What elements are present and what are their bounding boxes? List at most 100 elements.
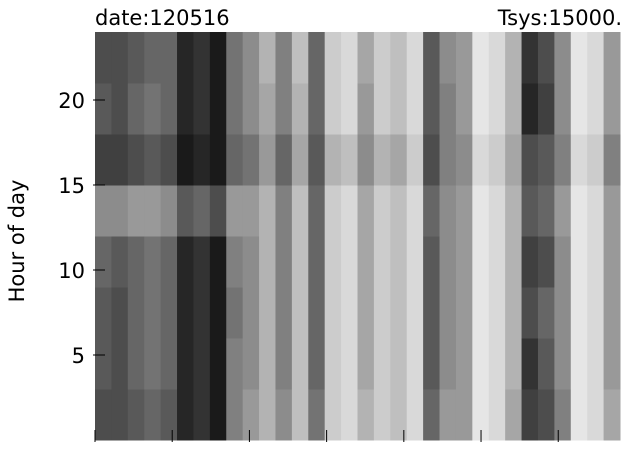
heat-cell — [127, 338, 145, 390]
heat-cell — [554, 236, 572, 288]
heat-cell — [603, 389, 621, 441]
heat-cell — [373, 185, 391, 237]
heat-cell — [226, 134, 244, 186]
heat-cell — [554, 32, 572, 84]
heat-cell — [209, 287, 227, 339]
heat-cell — [439, 134, 457, 186]
heat-cell — [111, 32, 129, 84]
heat-cell — [472, 83, 490, 135]
heat-cell — [505, 338, 523, 390]
heat-cell — [275, 236, 293, 288]
heat-cell — [570, 338, 588, 390]
heat-cell — [193, 389, 211, 441]
heat-cell — [308, 338, 326, 390]
heat-cell — [324, 389, 342, 441]
heat-cell — [537, 389, 555, 441]
heat-cell — [127, 185, 145, 237]
heat-cell — [341, 134, 358, 186]
heat-cell — [209, 83, 227, 135]
heat-cell — [537, 287, 555, 339]
heat-cell — [209, 338, 227, 390]
heat-cell — [144, 185, 162, 237]
heat-cell — [193, 338, 211, 390]
heat-cell — [472, 185, 490, 237]
heat-cell — [357, 83, 375, 135]
heat-cell — [472, 32, 490, 84]
heat-cell — [488, 389, 506, 441]
heat-cell — [587, 287, 605, 339]
heat-cell — [521, 83, 539, 135]
heat-cell — [587, 338, 605, 390]
heat-cell — [177, 134, 194, 186]
heat-cell — [324, 134, 342, 186]
heat-cell — [505, 83, 523, 135]
heat-cell — [488, 32, 506, 84]
heat-cell — [259, 338, 276, 390]
heat-cell — [373, 236, 391, 288]
heat-cell — [423, 32, 441, 84]
heat-cell — [275, 134, 293, 186]
heat-cell — [127, 83, 145, 135]
heat-cell — [291, 134, 309, 186]
heat-cell — [587, 185, 605, 237]
heat-cell — [570, 32, 588, 84]
heat-cell — [111, 338, 129, 390]
heat-cell — [291, 83, 309, 135]
heat-cell — [472, 236, 490, 288]
heat-cell — [390, 287, 408, 339]
heat-cell — [324, 185, 342, 237]
heat-cell — [357, 134, 375, 186]
heat-cell — [373, 287, 391, 339]
heat-cell — [488, 338, 506, 390]
heat-cell — [259, 236, 276, 288]
heat-cell — [193, 83, 211, 135]
heat-cell — [537, 236, 555, 288]
heat-cell — [111, 287, 129, 339]
heat-cell — [127, 287, 145, 339]
title-left: date:120516 — [95, 6, 230, 30]
heat-cell — [226, 338, 244, 390]
heat-cell — [587, 134, 605, 186]
heat-cell — [587, 83, 605, 135]
heat-cell — [439, 338, 457, 390]
heat-cell — [193, 287, 211, 339]
heat-cell — [505, 236, 523, 288]
heat-cell — [226, 389, 244, 441]
y-tick-label: 20 — [58, 89, 85, 113]
title-right: Tsys:15000. — [497, 6, 622, 30]
heat-cell — [177, 32, 194, 84]
heat-cell — [341, 236, 358, 288]
heat-cell — [603, 236, 621, 288]
heat-cell — [406, 185, 424, 237]
heat-cell — [357, 236, 375, 288]
heat-cell — [455, 389, 473, 441]
heat-cell — [505, 185, 523, 237]
heat-cell — [455, 236, 473, 288]
heat-cell — [423, 287, 441, 339]
heat-cell — [439, 185, 457, 237]
heat-cell — [537, 83, 555, 135]
heat-cell — [127, 32, 145, 84]
heat-cell — [341, 32, 358, 84]
heat-cell — [209, 236, 227, 288]
heat-cell — [390, 338, 408, 390]
heat-cell — [570, 134, 588, 186]
heat-cell — [226, 236, 244, 288]
heat-cell — [341, 185, 358, 237]
heat-cell — [160, 236, 178, 288]
heat-cell — [242, 134, 260, 186]
heat-cell — [406, 32, 424, 84]
heat-cell — [439, 32, 457, 84]
heat-cell — [488, 83, 506, 135]
heat-cell — [357, 389, 375, 441]
heat-cell — [324, 83, 342, 135]
heat-cell — [537, 338, 555, 390]
heat-cell — [357, 185, 375, 237]
heat-cell — [505, 134, 523, 186]
heat-cell — [291, 389, 309, 441]
heat-cell — [160, 185, 178, 237]
heat-cell — [521, 338, 539, 390]
heat-cell — [439, 287, 457, 339]
heat-cell — [423, 185, 441, 237]
